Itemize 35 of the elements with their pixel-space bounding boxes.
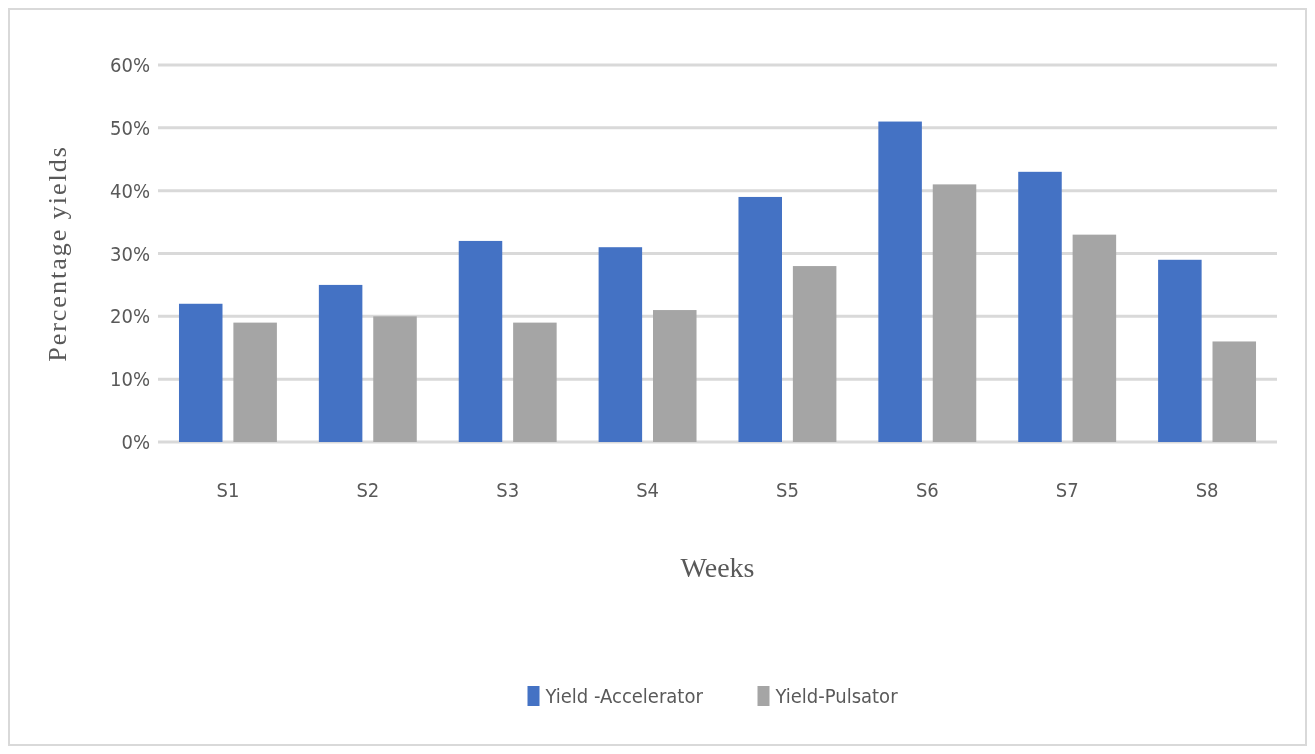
- x-tick-label: S2: [356, 478, 380, 502]
- y-tick-label: 0%: [121, 430, 150, 454]
- x-tick-label: S1: [216, 478, 240, 502]
- bar: [373, 316, 417, 442]
- x-tick-label: S6: [915, 478, 939, 502]
- bar: [792, 266, 837, 442]
- bar: [738, 196, 782, 442]
- bar: [653, 310, 697, 442]
- y-tick-label: 20%: [110, 304, 150, 329]
- x-tick-label: S7: [1055, 478, 1079, 502]
- bar: [1072, 234, 1117, 442]
- bar: [513, 322, 557, 442]
- bar: [1158, 259, 1202, 442]
- y-tick-label: 30%: [110, 241, 150, 266]
- bar: [178, 303, 223, 442]
- x-tick-label: S4: [636, 478, 659, 502]
- x-axis-title: Weeks: [680, 552, 755, 583]
- y-tick-label: 50%: [110, 115, 150, 140]
- x-tick-label: S5: [776, 478, 799, 502]
- y-tick-label: 10%: [110, 367, 150, 392]
- bar: [318, 284, 363, 442]
- bar: [932, 184, 977, 442]
- y-tick-label: 40%: [110, 178, 150, 203]
- bar: [1212, 341, 1257, 442]
- y-axis-title: Percentage yields: [43, 145, 72, 362]
- x-tick-label: S8: [1195, 478, 1219, 502]
- legend-label: Yield-Pulsator: [774, 684, 899, 708]
- legend-label: Yield -Accelerator: [544, 684, 704, 708]
- y-tick-label: 60%: [110, 53, 150, 77]
- bar: [458, 240, 503, 442]
- bar: [1018, 171, 1062, 442]
- bar: [878, 121, 922, 442]
- bar: [598, 247, 643, 442]
- bar: [233, 322, 277, 442]
- x-tick-label: S3: [496, 478, 520, 502]
